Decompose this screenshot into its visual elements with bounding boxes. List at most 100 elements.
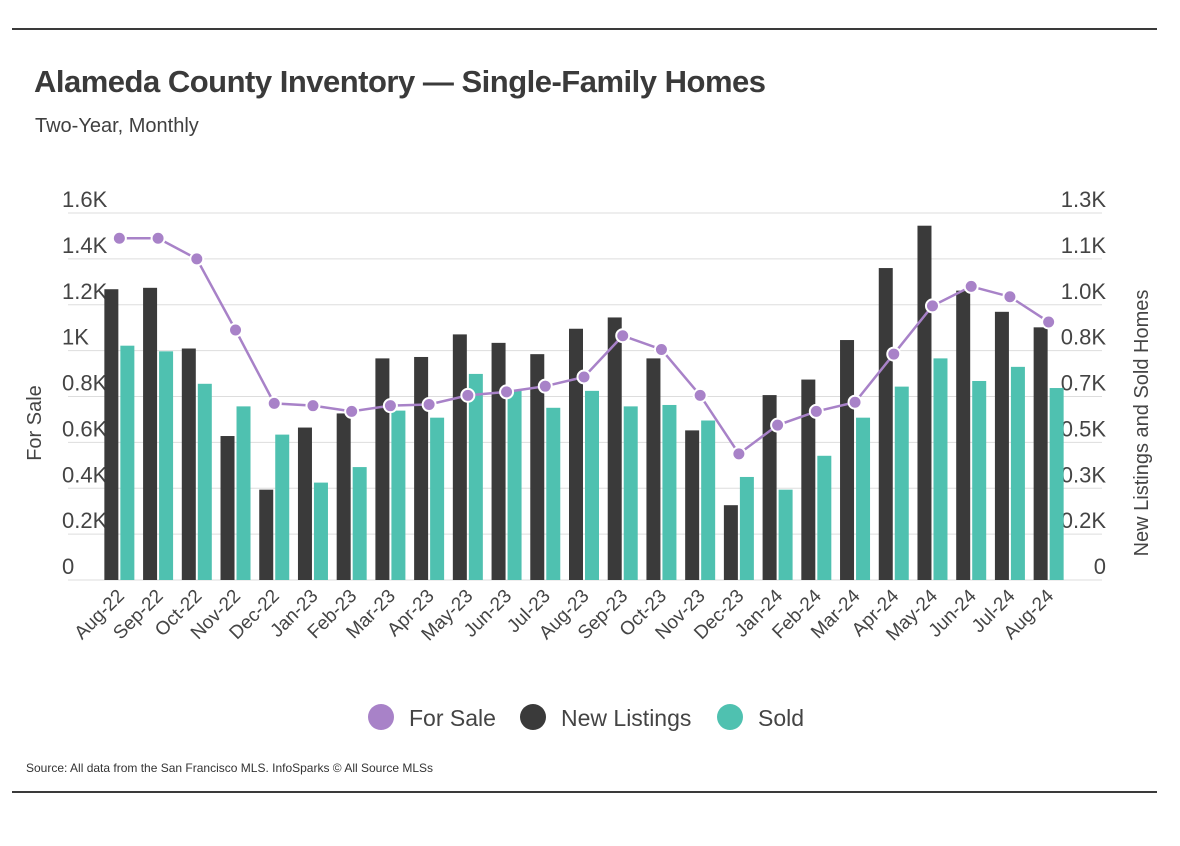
source-note: Source: All data from the San Francisco … [26, 761, 434, 775]
sold-bar [856, 417, 871, 580]
x-axis-ticks: Aug-22Sep-22Oct-22Nov-22Dec-22Jan-23Feb-… [71, 585, 1059, 645]
new-listings-bar [1033, 327, 1048, 580]
for-sale-point [731, 446, 747, 462]
right-tick-label: 0.8K [1061, 325, 1107, 350]
for-sale-point [537, 378, 553, 394]
sold-bar [817, 455, 832, 580]
right-tick-label: 0.3K [1061, 462, 1107, 487]
legend-for-sale-marker [368, 704, 394, 730]
right-tick-label: 1.1K [1061, 233, 1107, 258]
for-sale-point [460, 387, 476, 403]
new-listings-bar [607, 317, 622, 580]
new-listings-bar [840, 340, 855, 580]
sold-bar [662, 404, 677, 580]
sold-bar [275, 434, 290, 580]
for-sale-point [266, 395, 282, 411]
right-tick-label: 1.3K [1061, 187, 1107, 212]
for-sale-point [1002, 289, 1018, 305]
sold-bar [972, 380, 987, 580]
sold-bar [391, 410, 406, 580]
new-listings-bar [259, 489, 274, 580]
legend-item-new-listings: New Listings [520, 704, 691, 731]
for-sale-point [111, 230, 127, 246]
new-listings-bar [723, 505, 738, 580]
sold-bar [352, 467, 367, 580]
right-tick-label: 1.0K [1061, 279, 1107, 304]
chart-subtitle: Two-Year, Monthly [35, 115, 199, 137]
sold-bar [623, 406, 638, 580]
legend-for-sale-label: For Sale [409, 705, 496, 731]
new-listings-bar [181, 348, 196, 580]
left-tick-label: 0.8K [62, 371, 108, 396]
new-listings-bar [336, 413, 351, 580]
sold-bar [468, 373, 483, 580]
new-listings-bar [297, 427, 312, 580]
right-tick-label: 0.5K [1061, 416, 1107, 441]
left-tick-label: 0.4K [62, 462, 108, 487]
sold-bar [1049, 388, 1064, 580]
new-listings-bar [452, 334, 467, 580]
sold-bar [585, 390, 599, 580]
bar-series [104, 225, 1064, 580]
for-sale-point [1041, 314, 1057, 330]
new-listings-bar [994, 311, 1009, 580]
left-tick-label: 0.6K [62, 416, 108, 441]
sold-bar [313, 482, 328, 580]
left-tick-label: 1K [62, 325, 89, 350]
sold-bar [197, 383, 212, 580]
for-sale-point [228, 322, 244, 338]
left-tick-label: 0.2K [62, 508, 108, 533]
for-sale-point [382, 398, 398, 414]
legend-item-for-sale: For Sale [368, 704, 496, 731]
new-listings-bar [685, 430, 700, 580]
sold-bar [894, 386, 909, 580]
legend-item-sold: Sold [717, 704, 804, 731]
chart-title: Alameda County Inventory — Single-Family… [34, 64, 766, 99]
new-listings-bar [878, 268, 893, 580]
sold-bar [430, 417, 445, 580]
new-listings-bar [569, 328, 583, 580]
for-sale-point [615, 328, 631, 344]
sold-bar [739, 476, 754, 580]
legend-new-listings-label: New Listings [561, 705, 691, 731]
for-sale-point [886, 346, 902, 362]
legend-new-listings-marker [520, 704, 546, 730]
for-sale-point [770, 417, 786, 433]
sold-bar [1010, 366, 1025, 580]
new-listings-bar [917, 225, 932, 580]
sold-bar [159, 351, 174, 580]
for-sale-point [499, 384, 515, 400]
new-listings-bar [762, 395, 777, 580]
for-sale-point [924, 298, 940, 314]
sold-bar [236, 406, 251, 580]
new-listings-bar [956, 290, 971, 580]
sold-bar [701, 420, 716, 580]
for-sale-point [692, 387, 708, 403]
left-tick-label: 0 [62, 554, 74, 579]
sold-bar [507, 390, 522, 580]
sold-bar [778, 489, 793, 580]
for-sale-point [421, 397, 437, 413]
legend: For Sale New Listings Sold [368, 704, 804, 731]
new-listings-bar [530, 354, 545, 580]
new-listings-bar [801, 379, 816, 580]
new-listings-bar [375, 358, 390, 580]
for-sale-line-series [111, 230, 1057, 462]
right-axis-title: New Listings and Sold Homes [1131, 290, 1153, 557]
for-sale-line [119, 236, 1050, 456]
left-axis-title: For Sale [24, 385, 46, 461]
left-tick-label: 1.6K [62, 187, 108, 212]
for-sale-point [653, 341, 669, 357]
for-sale-point [808, 403, 824, 419]
new-listings-bar [491, 342, 506, 580]
sold-bar [546, 407, 561, 580]
bottom-rule [12, 791, 1157, 793]
left-axis-ticks: 0 0.2K 0.4K 0.6K 0.8K 1K 1.2K 1.4K 1.6K [62, 187, 108, 579]
new-listings-bar [220, 436, 235, 580]
for-sale-point [189, 251, 205, 267]
new-listings-bar [143, 287, 158, 580]
sold-bar [933, 358, 948, 580]
right-axis-ticks: 0 0.2K 0.3K 0.5K 0.7K 0.8K 1.0K 1.1K 1.3K [1061, 187, 1107, 579]
new-listings-bar [414, 356, 429, 580]
